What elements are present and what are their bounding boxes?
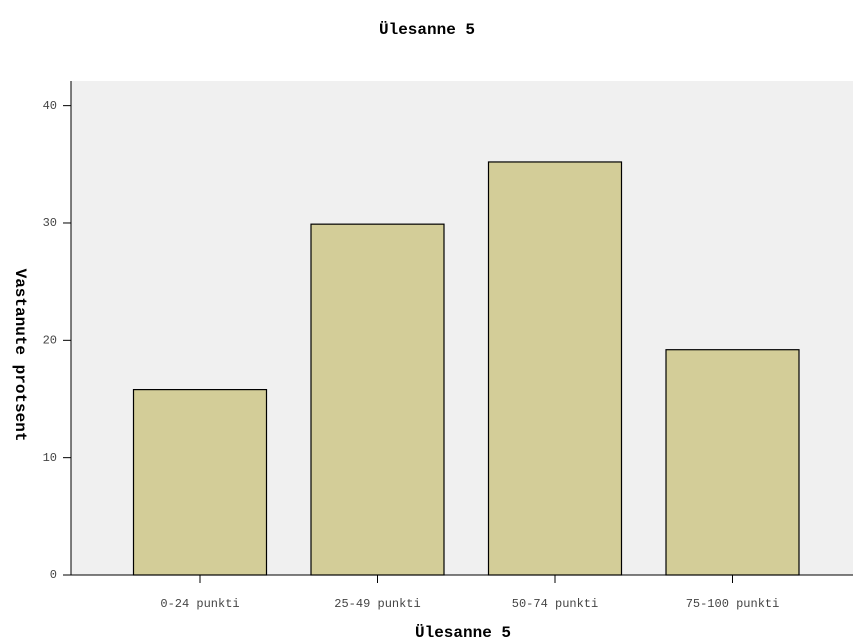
chart-title: Ülesanne 5 [379, 20, 475, 39]
y-tick-label: 30 [43, 216, 57, 230]
bar [487, 161, 623, 576]
y-axis-label: Vastanute protsent [11, 269, 29, 442]
y-tick-label: 20 [43, 333, 57, 347]
x-tick-label: 25-49 punkti [334, 597, 420, 611]
x-tick-label: 75-100 punkti [686, 597, 780, 611]
bar [132, 389, 268, 576]
y-tick-label: 40 [43, 99, 57, 113]
y-tick-label: 0 [50, 568, 57, 582]
bar [665, 349, 800, 576]
bar [310, 223, 445, 576]
x-tick-label: 0-24 punkti [160, 597, 239, 611]
x-axis-label: Ülesanne 5 [415, 623, 511, 642]
y-tick-label: 10 [43, 451, 57, 465]
x-tick-label: 50-74 punkti [512, 597, 598, 611]
